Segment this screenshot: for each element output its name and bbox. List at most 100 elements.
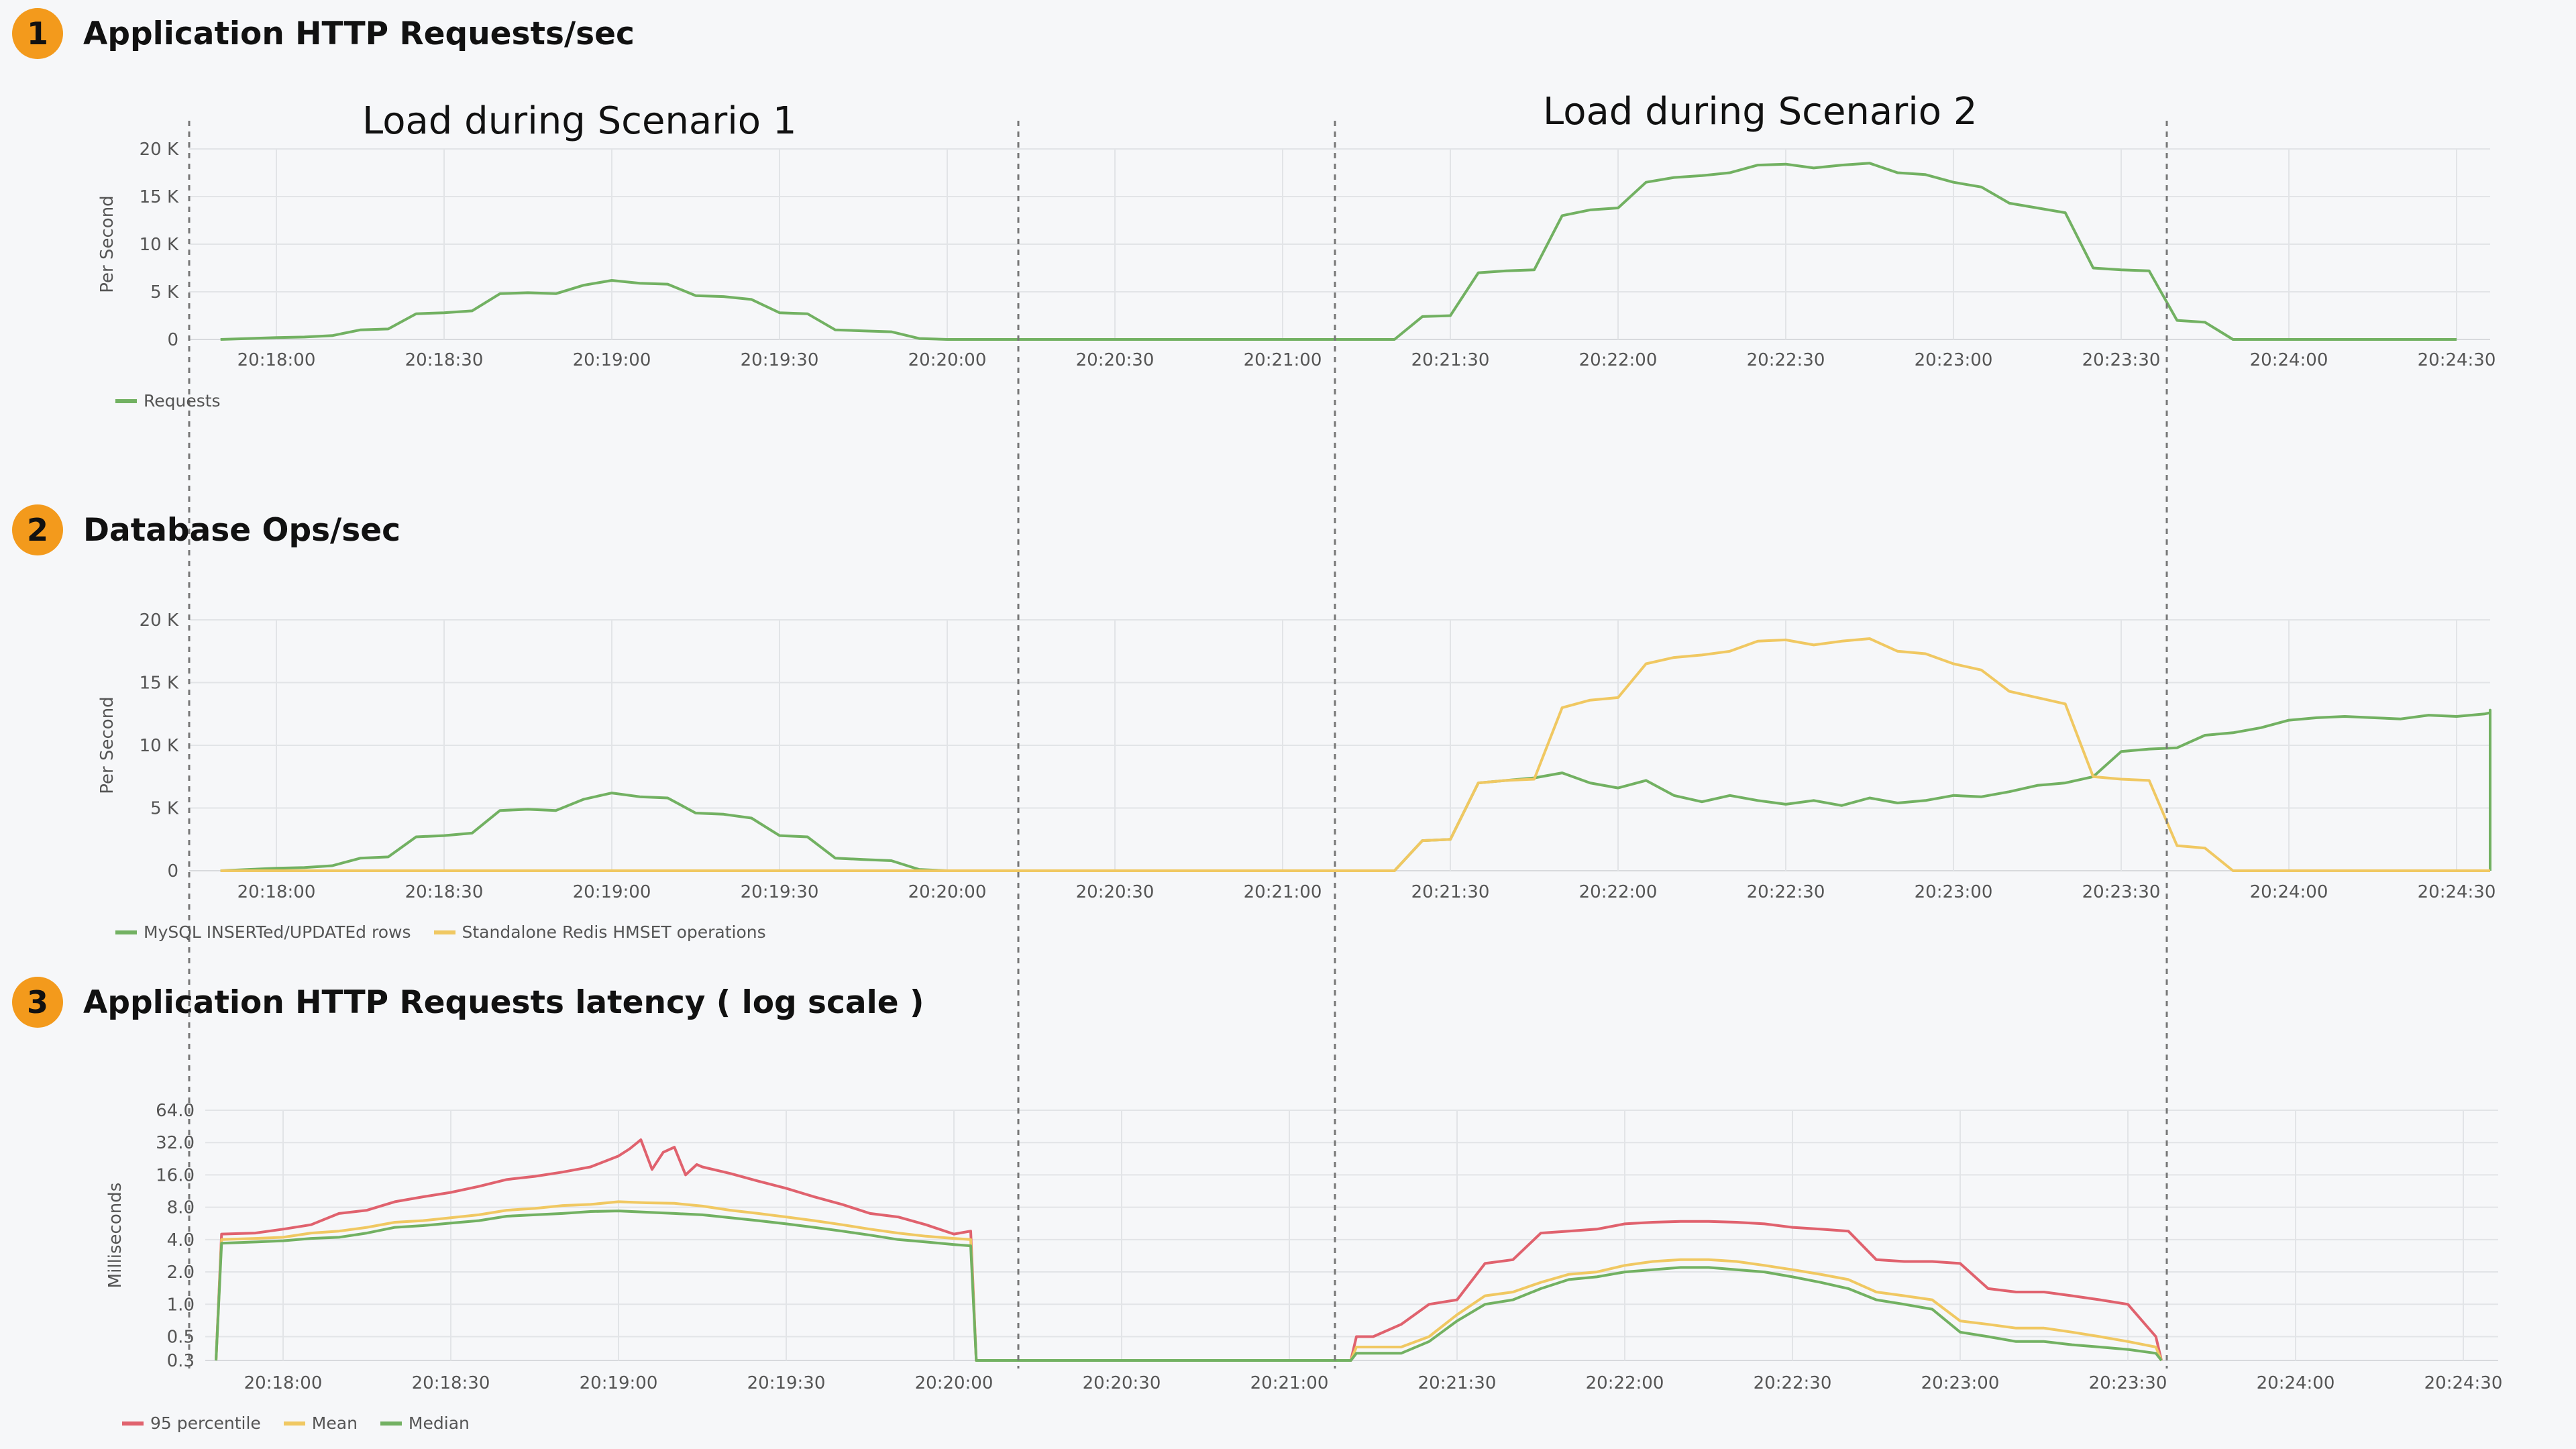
x-tick-label: 20:20:30 xyxy=(1083,1373,1161,1393)
x-tick-label: 20:18:00 xyxy=(237,882,316,902)
x-tick-label: 20:24:00 xyxy=(2257,1373,2335,1393)
x-tick-label: 20:20:30 xyxy=(1076,882,1155,902)
y-tick-label: 20 K xyxy=(140,610,179,631)
y-tick-label: 20 K xyxy=(140,140,179,160)
legend-swatch-mean xyxy=(283,1421,305,1426)
x-tick-label: 20:21:30 xyxy=(1418,1373,1497,1393)
series-line-requests xyxy=(220,162,2457,341)
legend-chart-3: 95 percentile Mean Median xyxy=(122,1413,492,1433)
x-tick-label: 20:24:30 xyxy=(2418,350,2496,370)
series-line-mysql-inserted-updated-rows xyxy=(220,708,2491,872)
series-line-95-percentile xyxy=(215,1138,2163,1362)
scenario-2-label: Load during Scenario 2 xyxy=(1543,90,1978,133)
x-tick-label: 20:24:30 xyxy=(2424,1373,2503,1393)
legend-label-mysql: MySQL INSERTed/UPDATEd rows xyxy=(144,922,411,942)
x-tick-label: 20:21:00 xyxy=(1250,1373,1329,1393)
x-tick-label: 20:23:30 xyxy=(2082,882,2161,902)
legend-swatch-requests xyxy=(115,398,137,403)
x-tick-label: 20:18:00 xyxy=(244,1373,323,1393)
y-tick-label: 0.3 xyxy=(167,1351,195,1371)
series-line-median xyxy=(215,1210,2163,1362)
x-tick-label: 20:20:00 xyxy=(908,882,987,902)
y-tick-label: 0 xyxy=(167,330,178,350)
x-tick-label: 20:21:00 xyxy=(1244,882,1322,902)
legend-swatch-mysql xyxy=(115,930,137,934)
x-tick-label: 20:23:00 xyxy=(1915,350,1993,370)
x-tick-label: 20:22:00 xyxy=(1579,882,1658,902)
y-axis-label: Per Second xyxy=(97,195,117,292)
x-tick-label: 20:24:30 xyxy=(2418,882,2496,902)
y-tick-label: 8.0 xyxy=(167,1198,195,1218)
y-tick-label: 1.0 xyxy=(167,1295,195,1315)
section-1-title: 1 Application HTTP Requests/sec xyxy=(12,8,635,59)
y-axis-label: Milliseconds xyxy=(105,1183,125,1289)
x-tick-label: 20:21:30 xyxy=(1411,350,1490,370)
x-tick-label: 20:19:30 xyxy=(741,882,819,902)
y-tick-label: 5 K xyxy=(150,282,179,303)
scenario-1-label: Load during Scenario 1 xyxy=(362,99,797,143)
legend-item-redis[interactable]: Standalone Redis HMSET operations xyxy=(433,922,766,942)
x-tick-label: 20:19:30 xyxy=(747,1373,826,1393)
x-tick-label: 20:21:30 xyxy=(1411,882,1490,902)
legend-label-redis: Standalone Redis HMSET operations xyxy=(462,922,766,942)
x-tick-label: 20:23:30 xyxy=(2082,350,2161,370)
x-tick-label: 20:24:00 xyxy=(2250,882,2328,902)
x-tick-label: 20:19:00 xyxy=(573,350,651,370)
section-3-heading: Application HTTP Requests latency ( log … xyxy=(83,983,924,1021)
section-3-title: 3 Application HTTP Requests latency ( lo… xyxy=(12,977,924,1028)
x-tick-label: 20:18:30 xyxy=(405,350,484,370)
y-tick-label: 64.0 xyxy=(156,1101,195,1121)
y-axis-label: Per Second xyxy=(97,696,117,794)
legend-item-requests[interactable]: Requests xyxy=(115,391,221,411)
y-tick-label: 16.0 xyxy=(156,1165,195,1185)
x-tick-label: 20:23:00 xyxy=(1921,1373,2000,1393)
legend-label-p95: 95 percentile xyxy=(150,1413,261,1433)
x-tick-label: 20:18:30 xyxy=(405,882,484,902)
y-tick-label: 4.0 xyxy=(167,1230,195,1250)
x-tick-label: 20:20:00 xyxy=(908,350,987,370)
x-tick-label: 20:23:00 xyxy=(1915,882,1993,902)
legend-swatch-median xyxy=(380,1421,402,1426)
x-tick-label: 20:22:30 xyxy=(1754,1373,1832,1393)
x-tick-label: 20:19:30 xyxy=(741,350,819,370)
x-tick-label: 20:22:30 xyxy=(1747,350,1825,370)
y-tick-label: 32.0 xyxy=(156,1133,195,1153)
series-line-standalone-redis-hmset-operations xyxy=(220,637,2490,872)
chart-3: 0.3 0.5 1.0 2.0 4.0 8.0 16.0 32.0 64.0 20:18:00 20… xyxy=(105,1101,2502,1393)
x-tick-label: 20:20:30 xyxy=(1076,350,1155,370)
y-tick-label: 5 K xyxy=(150,799,179,819)
legend-label-requests: Requests xyxy=(144,391,221,411)
x-tick-label: 20:20:00 xyxy=(915,1373,994,1393)
y-tick-label: 0.5 xyxy=(167,1327,195,1347)
chart-2: 0 5 K 10 K 15 K 20 K 20:18:00 20:18:30 20:19:00… xyxy=(97,610,2496,902)
section-2-heading: Database Ops/sec xyxy=(83,511,400,549)
legend-chart-1: Requests xyxy=(115,391,244,411)
legend-item-mean[interactable]: Mean xyxy=(283,1413,358,1433)
section-2-title: 2 Database Ops/sec xyxy=(12,504,400,555)
y-tick-label: 0 xyxy=(167,861,178,881)
x-tick-label: 20:24:00 xyxy=(2250,350,2328,370)
x-tick-label: 20:19:00 xyxy=(573,882,651,902)
legend-label-median: Median xyxy=(408,1413,470,1433)
legend-item-mysql[interactable]: MySQL INSERTed/UPDATEd rows xyxy=(115,922,411,942)
legend-swatch-p95 xyxy=(122,1421,144,1426)
y-tick-label: 10 K xyxy=(140,235,179,255)
chart-1: 0 5 K 10 K 15 K 20 K 20:18:00 20:18:30 20:19:00… xyxy=(97,140,2496,370)
y-tick-label: 15 K xyxy=(140,187,179,207)
section-1-badge: 1 xyxy=(12,8,63,59)
x-tick-label: 20:22:00 xyxy=(1579,350,1658,370)
x-tick-label: 20:22:00 xyxy=(1586,1373,1664,1393)
legend-item-median[interactable]: Median xyxy=(380,1413,470,1433)
y-tick-label: 15 K xyxy=(140,674,179,694)
section-2-badge: 2 xyxy=(12,504,63,555)
x-tick-label: 20:18:00 xyxy=(237,350,316,370)
legend-item-p95[interactable]: 95 percentile xyxy=(122,1413,261,1433)
x-tick-label: 20:18:30 xyxy=(412,1373,490,1393)
section-1-heading: Application HTTP Requests/sec xyxy=(83,15,635,52)
x-tick-label: 20:23:30 xyxy=(2089,1373,2167,1393)
legend-swatch-redis xyxy=(433,930,455,934)
y-tick-label: 2.0 xyxy=(167,1263,195,1283)
x-tick-label: 20:19:00 xyxy=(580,1373,658,1393)
x-tick-label: 20:22:30 xyxy=(1747,882,1825,902)
